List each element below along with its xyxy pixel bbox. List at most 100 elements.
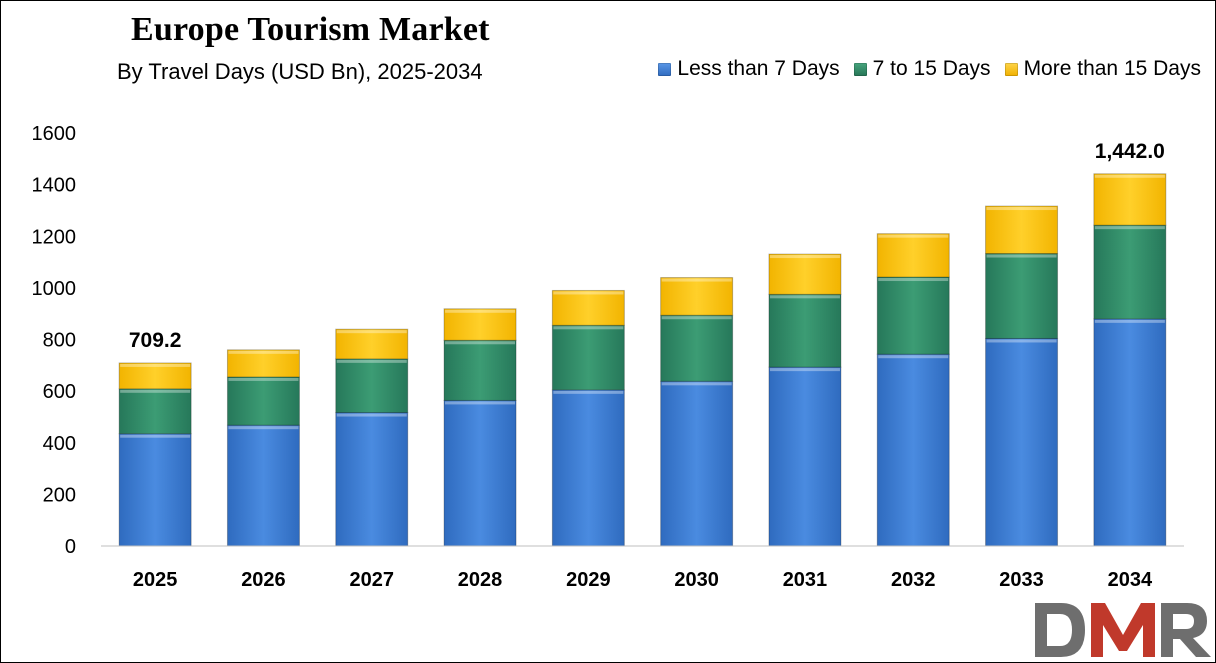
bar-highlight bbox=[228, 377, 299, 381]
bar-highlight bbox=[986, 254, 1057, 258]
bar-2026-more-than-15-days bbox=[226, 349, 300, 378]
bar-highlight bbox=[1094, 319, 1165, 323]
bar-2033-more-than-15-days bbox=[985, 205, 1059, 255]
bar-highlight bbox=[769, 295, 840, 299]
bar-2027-less-than-7-days bbox=[335, 412, 409, 547]
y-tick-label: 1200 bbox=[32, 226, 77, 248]
bar-2028-less-than-7-days bbox=[443, 399, 517, 547]
x-tick-label-2033: 2033 bbox=[999, 569, 1044, 591]
legend-item-less-than-7-days: Less than 7 Days bbox=[658, 57, 840, 81]
bars bbox=[118, 173, 1167, 547]
bar-2027-7-to-15-days bbox=[335, 358, 409, 414]
bar-2033-7-to-15-days bbox=[985, 253, 1059, 339]
bar-highlight bbox=[661, 382, 732, 386]
bar-highlight bbox=[878, 355, 949, 359]
chart-title: Europe Tourism Market bbox=[131, 11, 490, 48]
legend-item-more-than-15-days: More than 15 Days bbox=[1004, 57, 1201, 81]
y-tick-label: 400 bbox=[43, 433, 76, 455]
bar-2030-less-than-7-days bbox=[660, 380, 734, 547]
bar-highlight bbox=[553, 326, 624, 330]
x-tick-label-2025: 2025 bbox=[133, 569, 178, 591]
legend-label-less-than-7-days: Less than 7 Days bbox=[677, 57, 840, 80]
y-tick-label: 200 bbox=[43, 484, 76, 506]
bar-2027-more-than-15-days bbox=[335, 328, 409, 360]
bar-highlight bbox=[553, 291, 624, 295]
bar-2034-7-to-15-days bbox=[1093, 224, 1167, 320]
x-tick-label-2029: 2029 bbox=[566, 569, 611, 591]
bar-highlight bbox=[120, 434, 191, 438]
data-label-2034: 1,442.0 bbox=[1095, 140, 1165, 163]
bar-2031-less-than-7-days bbox=[768, 366, 842, 547]
bar-2025-less-than-7-days bbox=[118, 433, 192, 547]
bar-highlight bbox=[1094, 226, 1165, 230]
y-tick-label: 600 bbox=[43, 381, 76, 403]
bar-highlight bbox=[120, 363, 191, 367]
bar-highlight bbox=[445, 309, 516, 313]
bar-2025-more-than-15-days bbox=[118, 362, 192, 390]
bar-2034-less-than-7-days bbox=[1093, 318, 1167, 547]
bar-highlight bbox=[336, 359, 407, 363]
y-tick-label: 0 bbox=[65, 536, 76, 558]
bar-2034-more-than-15-days bbox=[1093, 173, 1167, 226]
x-tick-label-2032: 2032 bbox=[891, 569, 936, 591]
bar-2033-less-than-7-days bbox=[985, 337, 1059, 547]
bar-2032-7-to-15-days bbox=[876, 276, 950, 355]
bar-highlight bbox=[1094, 174, 1165, 178]
bar-highlight bbox=[661, 316, 732, 320]
bar-2031-more-than-15-days bbox=[768, 253, 842, 295]
bar-highlight bbox=[661, 278, 732, 282]
bar-highlight bbox=[120, 389, 191, 393]
chart-subtitle: By Travel Days (USD Bn), 2025-2034 bbox=[117, 59, 483, 84]
y-tick-label: 1000 bbox=[32, 278, 77, 300]
x-axis: 2025 2026 2027 2028 2029 2030 2031 2032 2033 2034 bbox=[101, 545, 1184, 591]
bar-highlight bbox=[336, 330, 407, 334]
bar-2030-7-to-15-days bbox=[660, 314, 734, 382]
y-tick-label: 1600 bbox=[32, 123, 77, 145]
bar-2025-7-to-15-days bbox=[118, 388, 192, 435]
bar-highlight bbox=[228, 350, 299, 354]
bar-2028-7-to-15-days bbox=[443, 339, 517, 401]
bar-highlight bbox=[986, 207, 1057, 211]
chart-legend: Less than 7 Days 7 to 15 Days More than … bbox=[644, 57, 1201, 81]
bar-highlight bbox=[445, 341, 516, 345]
x-tick-label-2026: 2026 bbox=[241, 569, 286, 591]
y-axis: 0 200 400 600 800 1000 1200 1400 1600 bbox=[32, 123, 77, 558]
bar-highlight bbox=[878, 234, 949, 238]
x-tick-label-2031: 2031 bbox=[783, 569, 828, 591]
legend-swatch-less-than-7-days bbox=[658, 62, 672, 76]
legend-swatch-more-than-15-days bbox=[1004, 62, 1018, 76]
dmr-logo bbox=[1035, 603, 1211, 657]
bar-2026-7-to-15-days bbox=[226, 376, 300, 426]
bar-2032-less-than-7-days bbox=[876, 353, 950, 547]
bar-2029-7-to-15-days bbox=[551, 324, 625, 391]
data-label-2025: 709.2 bbox=[129, 329, 182, 352]
legend-label-7-to-15-days: 7 to 15 Days bbox=[872, 57, 991, 80]
x-tick-label-2030: 2030 bbox=[674, 569, 719, 591]
bar-2028-more-than-15-days bbox=[443, 308, 517, 341]
y-tick-label: 800 bbox=[43, 330, 76, 352]
bar-highlight bbox=[986, 339, 1057, 343]
data-labels: 709.2 1,442.0 bbox=[129, 140, 1165, 352]
bar-2029-less-than-7-days bbox=[551, 389, 625, 547]
x-tick-label-2034: 2034 bbox=[1108, 569, 1153, 591]
bar-2029-more-than-15-days bbox=[551, 289, 625, 326]
bar-2031-7-to-15-days bbox=[768, 293, 842, 368]
bar-highlight bbox=[769, 255, 840, 259]
bar-highlight bbox=[445, 401, 516, 405]
y-tick-label: 1400 bbox=[32, 175, 77, 197]
legend-swatch-7-to-15-days bbox=[853, 62, 867, 76]
bar-highlight bbox=[878, 278, 949, 282]
x-tick-label-2027: 2027 bbox=[350, 569, 395, 591]
legend-item-7-to-15-days: 7 to 15 Days bbox=[853, 57, 991, 81]
x-tick-label-2028: 2028 bbox=[458, 569, 503, 591]
bar-2026-less-than-7-days bbox=[226, 424, 300, 547]
legend-label-more-than-15-days: More than 15 Days bbox=[1023, 57, 1201, 80]
bar-highlight bbox=[228, 426, 299, 430]
bar-highlight bbox=[336, 413, 407, 417]
bar-highlight bbox=[769, 368, 840, 372]
bar-2030-more-than-15-days bbox=[660, 277, 734, 316]
bar-highlight bbox=[553, 390, 624, 394]
bar-2032-more-than-15-days bbox=[876, 233, 950, 278]
